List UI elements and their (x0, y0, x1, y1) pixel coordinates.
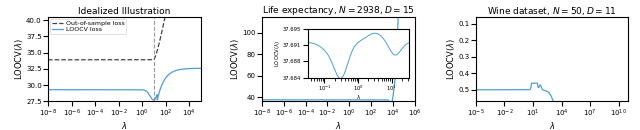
Out-of-sample loss (158, 30, 166, 32)
Title: Life expectancy, $N = 2938, D = 15$: Life expectancy, $N = 2938, D = 15$ (262, 4, 415, 17)
Line: Out-of-sample loss: Out-of-sample loss (48, 17, 201, 60)
Title: Wine dataset, $N = 50, D = 11$: Wine dataset, $N = 50, D = 11$ (487, 5, 617, 17)
LOOCV loss (170, 71, 177, 72)
LOOCV loss (150, 99, 157, 101)
Y-axis label: LOOCV($\lambda$): LOOCV($\lambda$) (228, 38, 241, 80)
Out-of-sample loss (143, 59, 151, 61)
LOOCV loss (102, 89, 110, 90)
Out-of-sample loss (136, 59, 143, 61)
Out-of-sample loss (161, 16, 169, 18)
Legend: Out-of-sample loss, LOOCV loss: Out-of-sample loss, LOOCV loss (50, 19, 126, 34)
X-axis label: $\lambda$: $\lambda$ (335, 120, 342, 130)
Y-axis label: LOOCV($\lambda$): LOOCV($\lambda$) (445, 38, 457, 80)
Y-axis label: LOOCV($\lambda$): LOOCV($\lambda$) (13, 38, 24, 80)
Line: LOOCV loss: LOOCV loss (48, 68, 201, 100)
X-axis label: $\lambda$: $\lambda$ (549, 120, 556, 130)
LOOCV loss (158, 84, 166, 85)
LOOCV loss (72, 89, 79, 90)
Title: Idealized Illustration: Idealized Illustration (78, 7, 171, 16)
LOOCV loss (136, 89, 143, 90)
Out-of-sample loss (197, 16, 205, 18)
LOOCV loss (143, 91, 151, 93)
LOOCV loss (44, 89, 52, 90)
X-axis label: $\lambda$: $\lambda$ (121, 120, 127, 130)
Out-of-sample loss (102, 59, 110, 61)
Out-of-sample loss (44, 59, 52, 61)
Out-of-sample loss (170, 16, 177, 18)
Out-of-sample loss (72, 59, 79, 61)
LOOCV loss (197, 68, 205, 69)
